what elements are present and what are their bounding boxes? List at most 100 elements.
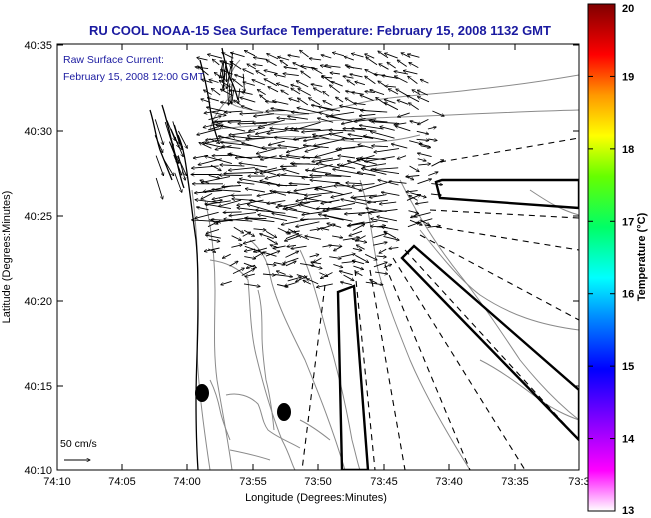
- current-arrow: [416, 130, 429, 134]
- current-arrow: [309, 58, 322, 60]
- current-arrow: [201, 99, 211, 103]
- current-arrow: [284, 282, 297, 287]
- current-arrow: [260, 234, 274, 240]
- current-arrow: [229, 131, 255, 135]
- current-arrow: [220, 61, 224, 78]
- current-arrow: [252, 80, 266, 86]
- current-arrow: [321, 77, 333, 78]
- current-arrow: [291, 88, 301, 95]
- current-arrow: [296, 81, 309, 88]
- current-arrow: [355, 82, 366, 86]
- current-arrow: [238, 88, 241, 104]
- current-arrow: [408, 210, 419, 214]
- current-arrow: [379, 201, 397, 204]
- current-arrow: [407, 54, 420, 58]
- current-arrow: [407, 95, 420, 103]
- current-arrow: [291, 245, 307, 249]
- current-arrow: [235, 75, 245, 79]
- current-arrow: [329, 256, 341, 259]
- colorbar-tick-label: 14: [622, 434, 635, 446]
- current-arrow: [212, 59, 220, 66]
- current-arrow: [197, 58, 208, 61]
- current-arrow: [373, 262, 387, 268]
- bathymetry-contours: [60, 59, 579, 470]
- current-arrow: [286, 230, 300, 233]
- current-arrow: [352, 260, 365, 265]
- current-arrow: [197, 207, 209, 211]
- current-arrow: [374, 167, 399, 170]
- current-arrow: [330, 111, 355, 116]
- current-arrow: [265, 251, 280, 257]
- current-arrow: [275, 74, 286, 78]
- current-arrow: [377, 217, 397, 222]
- current-arrow: [254, 167, 278, 174]
- current-arrow: [287, 145, 311, 153]
- current-arrow: [271, 108, 299, 113]
- current-arrow: [302, 177, 322, 178]
- current-arrow: [302, 157, 321, 158]
- current-arrow: [313, 134, 330, 140]
- current-arrow: [240, 113, 264, 114]
- current-arrow: [228, 121, 255, 122]
- current-arrow: [341, 118, 366, 125]
- current-arrow: [338, 156, 355, 159]
- current-arrow: [231, 52, 233, 68]
- current-arrow: [309, 264, 322, 269]
- y-tick-label: 40:15: [24, 381, 52, 393]
- current-arrow: [397, 60, 407, 67]
- current-arrow: [231, 83, 232, 103]
- current-arrow: [371, 169, 400, 175]
- current-arrow: [246, 218, 267, 219]
- current-arrow: [231, 195, 253, 196]
- current-arrow: [410, 192, 426, 198]
- x-tick-label: 73:3: [568, 476, 589, 488]
- current-arrow: [258, 157, 287, 160]
- colorbar-tick-label: 17: [622, 216, 634, 228]
- y-tick-label: 40:25: [24, 211, 52, 223]
- current-arrow: [285, 209, 310, 214]
- current-arrow: [208, 54, 223, 59]
- current-arrow: [419, 219, 430, 225]
- current-arrow: [369, 208, 398, 213]
- current-arrow: [300, 200, 320, 203]
- current-arrow: [276, 271, 286, 275]
- current-arrow: [222, 60, 225, 79]
- current-arrow: [396, 89, 409, 97]
- current-arrow: [277, 175, 308, 178]
- current-arrow: [301, 71, 311, 79]
- current-arrow: [205, 235, 221, 239]
- current-arrow: [283, 74, 299, 77]
- current-arrow: [315, 149, 342, 158]
- current-arrow: [325, 174, 351, 178]
- current-arrow: [417, 179, 432, 185]
- current-arrow: [333, 263, 342, 267]
- current-arrow: [215, 120, 241, 121]
- current-arrow: [352, 92, 364, 95]
- current-arrow: [408, 76, 418, 84]
- current-arrow: [417, 158, 427, 161]
- current-arrow: [296, 194, 322, 201]
- current-arrow: [326, 116, 352, 122]
- current-arrow: [290, 129, 321, 130]
- colorbar-tick-label: 18: [622, 144, 634, 156]
- current-arrow: [340, 254, 356, 258]
- current-arrow: [365, 54, 375, 59]
- current-arrow: [347, 80, 356, 86]
- current-arrow: [406, 191, 418, 192]
- current-arrow: [264, 79, 278, 87]
- current-arrow: [164, 121, 173, 147]
- current-arrow: [243, 262, 257, 268]
- current-arrow: [278, 145, 299, 149]
- colorbar-tick-label: 13: [622, 505, 634, 517]
- current-arrow: [313, 139, 343, 146]
- current-arrow: [244, 51, 256, 57]
- current-arrow: [348, 221, 365, 226]
- current-arrow: [155, 155, 163, 176]
- y-tick-label: 40:10: [24, 465, 52, 477]
- current-arrow: [285, 261, 296, 267]
- current-arrow: [220, 125, 246, 132]
- current-arrow: [258, 215, 288, 222]
- current-vectors: [154, 50, 444, 287]
- current-arrow: [255, 210, 286, 214]
- current-arrow: [409, 195, 418, 201]
